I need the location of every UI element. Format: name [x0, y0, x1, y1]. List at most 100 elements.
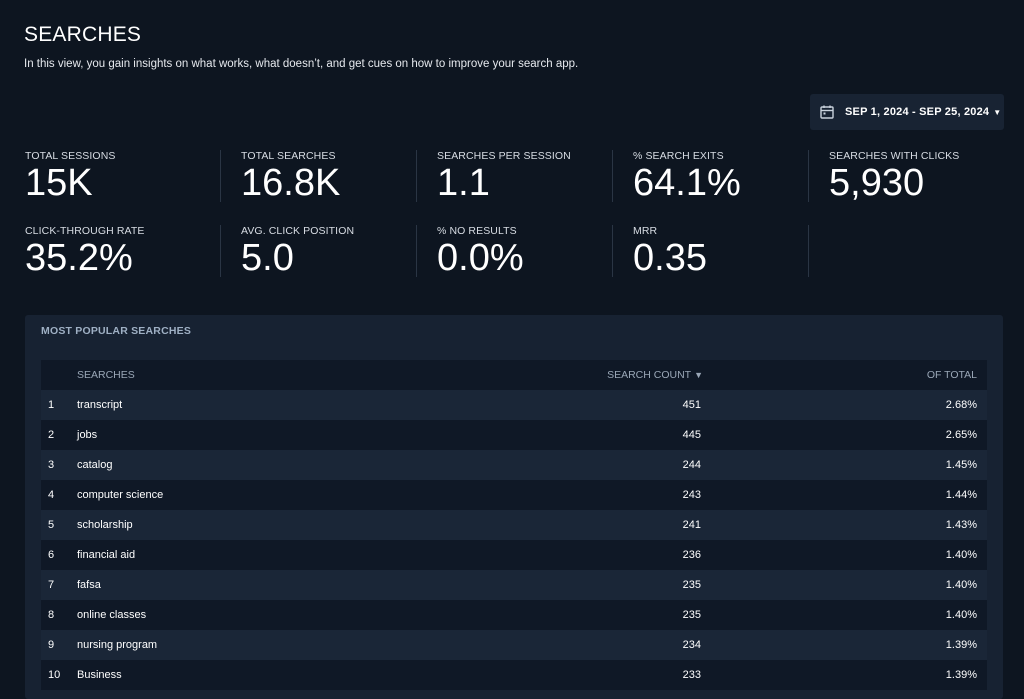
row-index: 5 [48, 519, 55, 531]
percent-of-total: 2.68% [945, 399, 977, 411]
search-count: 233 [682, 669, 701, 681]
metric-value: 64.1% [633, 162, 741, 204]
percent-of-total: 1.40% [945, 579, 977, 591]
search-count: 451 [682, 399, 701, 411]
column-header-search-count[interactable]: SEARCH COUNT ▼ [607, 369, 703, 381]
column-header-searches[interactable]: SEARCHES [77, 369, 135, 381]
search-term: computer science [77, 489, 164, 501]
row-index: 6 [48, 549, 55, 561]
search-term: nursing program [77, 639, 158, 651]
column-header-of-total[interactable]: OF TOTAL [926, 369, 977, 381]
search-term: financial aid [77, 549, 136, 561]
metric-click-through-rate: CLICK-THROUGH RATE 35.2% [25, 225, 144, 277]
most-popular-searches-panel: MOST POPULAR SEARCHES SEARCHES SEARCH CO… [25, 315, 1003, 699]
search-term: catalog [77, 459, 113, 471]
search-term: Business [77, 669, 122, 681]
table-row[interactable]: 1 transcript 451 2.68% [41, 390, 987, 420]
metric-value: 5,930 [829, 162, 925, 204]
search-term: transcript [77, 399, 123, 411]
search-count: 234 [682, 639, 701, 651]
metric-avg-click-position: AVG. CLICK POSITION 5.0 [241, 225, 354, 277]
row-index: 4 [48, 489, 55, 501]
metric-value: 35.2% [25, 237, 133, 279]
row-index: 7 [48, 579, 55, 591]
row-index: 2 [48, 429, 55, 441]
search-count: 244 [682, 459, 701, 471]
metric-divider [220, 225, 221, 277]
row-index: 3 [48, 459, 55, 471]
metric-divider [416, 150, 417, 202]
metric-no-results: % NO RESULTS 0.0% [437, 225, 524, 277]
metric-searches-per-session: SEARCHES PER SESSION 1.1 [437, 150, 571, 202]
panel-title: MOST POPULAR SEARCHES [41, 325, 192, 337]
table-row[interactable]: 9 nursing program 234 1.39% [41, 630, 987, 660]
row-index: 9 [48, 639, 55, 651]
row-index: 1 [48, 399, 55, 411]
table-row[interactable]: 5 scholarship 241 1.43% [41, 510, 987, 540]
search-count: 235 [682, 579, 701, 591]
metric-label: AVG. CLICK POSITION [241, 225, 355, 237]
column-header-label: SEARCH COUNT [607, 369, 692, 381]
table-row[interactable]: 3 catalog 244 1.45% [41, 450, 987, 480]
table-header: SEARCHES SEARCH COUNT ▼ OF TOTAL [41, 360, 987, 390]
metric-search-exits: % SEARCH EXITS 64.1% [633, 150, 741, 202]
metric-label: CLICK-THROUGH RATE [25, 225, 145, 237]
metric-value: 0.35 [633, 237, 707, 279]
search-count: 243 [682, 489, 701, 501]
search-count: 235 [682, 609, 701, 621]
percent-of-total: 1.39% [945, 639, 977, 651]
metric-total-searches: TOTAL SEARCHES 16.8K [241, 150, 340, 202]
metric-divider [612, 225, 613, 277]
percent-of-total: 1.43% [945, 519, 977, 531]
search-term: jobs [77, 429, 98, 441]
row-index: 8 [48, 609, 55, 621]
metric-mrr: MRR 0.35 [633, 225, 707, 277]
date-range-label: SEP 1, 2024 - SEP 25, 2024 [845, 106, 990, 118]
search-term: scholarship [77, 519, 133, 531]
search-count: 236 [682, 549, 701, 561]
metric-divider [220, 150, 221, 202]
metric-value: 16.8K [241, 162, 341, 204]
percent-of-total: 1.39% [945, 669, 977, 681]
date-range-picker[interactable]: SEP 1, 2024 - SEP 25, 2024 ▼ [810, 94, 1004, 130]
table-row[interactable]: 10 Business 233 1.39% [41, 660, 987, 690]
metric-divider [416, 225, 417, 277]
percent-of-total: 1.40% [945, 549, 977, 561]
metric-searches-with-clicks: SEARCHES WITH CLICKS 5,930 [829, 150, 959, 202]
metric-divider [808, 225, 809, 277]
metric-label: MRR [633, 225, 658, 237]
metric-divider [808, 150, 809, 202]
percent-of-total: 1.44% [945, 489, 977, 501]
popular-searches-table: SEARCHES SEARCH COUNT ▼ OF TOTAL 1 transc… [41, 360, 987, 690]
metric-value: 1.1 [437, 162, 490, 204]
sort-desc-icon: ▼ [694, 370, 703, 380]
metric-label: TOTAL SEARCHES [241, 150, 336, 162]
search-count: 241 [682, 519, 701, 531]
table-row[interactable]: 2 jobs 445 2.65% [41, 420, 987, 450]
percent-of-total: 2.65% [945, 429, 977, 441]
row-index: 10 [48, 669, 61, 681]
percent-of-total: 1.40% [945, 609, 977, 621]
metric-value: 5.0 [241, 237, 294, 279]
metric-label: % NO RESULTS [437, 225, 517, 237]
page-subtitle: In this view, you gain insights on what … [24, 58, 579, 70]
calendar-icon [819, 104, 835, 120]
metric-label: % SEARCH EXITS [633, 150, 724, 162]
metric-total-sessions: TOTAL SESSIONS 15K [25, 150, 115, 202]
metric-value: 0.0% [437, 237, 524, 279]
table-row[interactable]: 6 financial aid 236 1.40% [41, 540, 987, 570]
metric-divider [612, 150, 613, 202]
search-term: fafsa [77, 579, 101, 591]
metric-label: TOTAL SESSIONS [25, 150, 116, 162]
table-row[interactable]: 7 fafsa 235 1.40% [41, 570, 987, 600]
table-row[interactable]: 4 computer science 243 1.44% [41, 480, 987, 510]
metric-label: SEARCHES WITH CLICKS [829, 150, 960, 162]
caret-down-icon: ▼ [993, 107, 1002, 117]
metric-value: 15K [25, 162, 93, 204]
table-row[interactable]: 8 online classes 235 1.40% [41, 600, 987, 630]
metric-label: SEARCHES PER SESSION [437, 150, 571, 162]
search-term: online classes [77, 609, 147, 621]
page-title: SEARCHES [24, 23, 142, 46]
search-count: 445 [682, 429, 701, 441]
